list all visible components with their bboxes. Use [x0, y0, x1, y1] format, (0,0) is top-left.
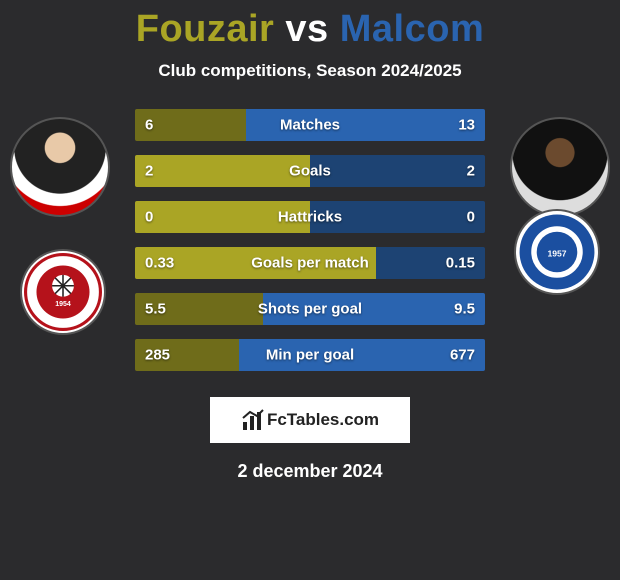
watermark: FcTables.com	[210, 397, 410, 443]
stat-value-right: 677	[450, 347, 475, 364]
date: 2 december 2024	[0, 461, 620, 482]
title-vs: vs	[285, 8, 328, 50]
club1-svg: 1954	[24, 253, 102, 331]
stat-row: 0 0 Hattricks	[135, 201, 485, 233]
club2-year: 1957	[547, 249, 566, 259]
stats-panel: 6 13 Matches 2 2 Goals 0 0 Hattricks 0.33 0.15 Goal…	[135, 109, 485, 385]
stat-row: 5.5 9.5 Shots per goal	[135, 293, 485, 325]
stat-value-left: 2	[145, 163, 153, 180]
stat-row: 285 677 Min per goal	[135, 339, 485, 371]
club1-year: 1954	[55, 301, 71, 308]
content-area: 1954 1957 6 13 Matches 2 2 Goals 0 0 Hattricks 0.…	[0, 109, 620, 379]
stat-value-right: 0	[467, 209, 475, 226]
comparison-title: Fouzair vs Malcom	[0, 0, 620, 51]
player2-club-badge: 1957	[514, 209, 600, 295]
stat-value-right: 13	[458, 117, 475, 134]
stat-value-right: 0.15	[446, 255, 475, 272]
stat-value-right: 9.5	[454, 301, 475, 318]
stat-row: 6 13 Matches	[135, 109, 485, 141]
stat-label: Goals	[289, 163, 331, 180]
title-player2: Malcom	[340, 8, 484, 50]
stat-value-left: 6	[145, 117, 153, 134]
player2-avatar	[510, 117, 610, 217]
bar-right	[310, 155, 485, 187]
stat-row: 0.33 0.15 Goals per match	[135, 247, 485, 279]
subtitle: Club competitions, Season 2024/2025	[0, 61, 620, 81]
stat-label: Shots per goal	[258, 301, 362, 318]
stat-value-left: 5.5	[145, 301, 166, 318]
stat-label: Hattricks	[278, 209, 342, 226]
watermark-text: FcTables.com	[267, 410, 379, 430]
chart-icon	[241, 408, 265, 432]
title-player1: Fouzair	[136, 8, 275, 50]
player1-avatar	[10, 117, 110, 217]
player1-club-badge: 1954	[20, 249, 106, 335]
stat-row: 2 2 Goals	[135, 155, 485, 187]
stat-value-right: 2	[467, 163, 475, 180]
stat-label: Goals per match	[251, 255, 369, 272]
stat-label: Matches	[280, 117, 340, 134]
stat-label: Min per goal	[266, 347, 354, 364]
stat-value-left: 0	[145, 209, 153, 226]
stat-value-left: 285	[145, 347, 170, 364]
stat-value-left: 0.33	[145, 255, 174, 272]
club2-svg: 1957	[518, 213, 596, 291]
bar-left	[135, 155, 310, 187]
